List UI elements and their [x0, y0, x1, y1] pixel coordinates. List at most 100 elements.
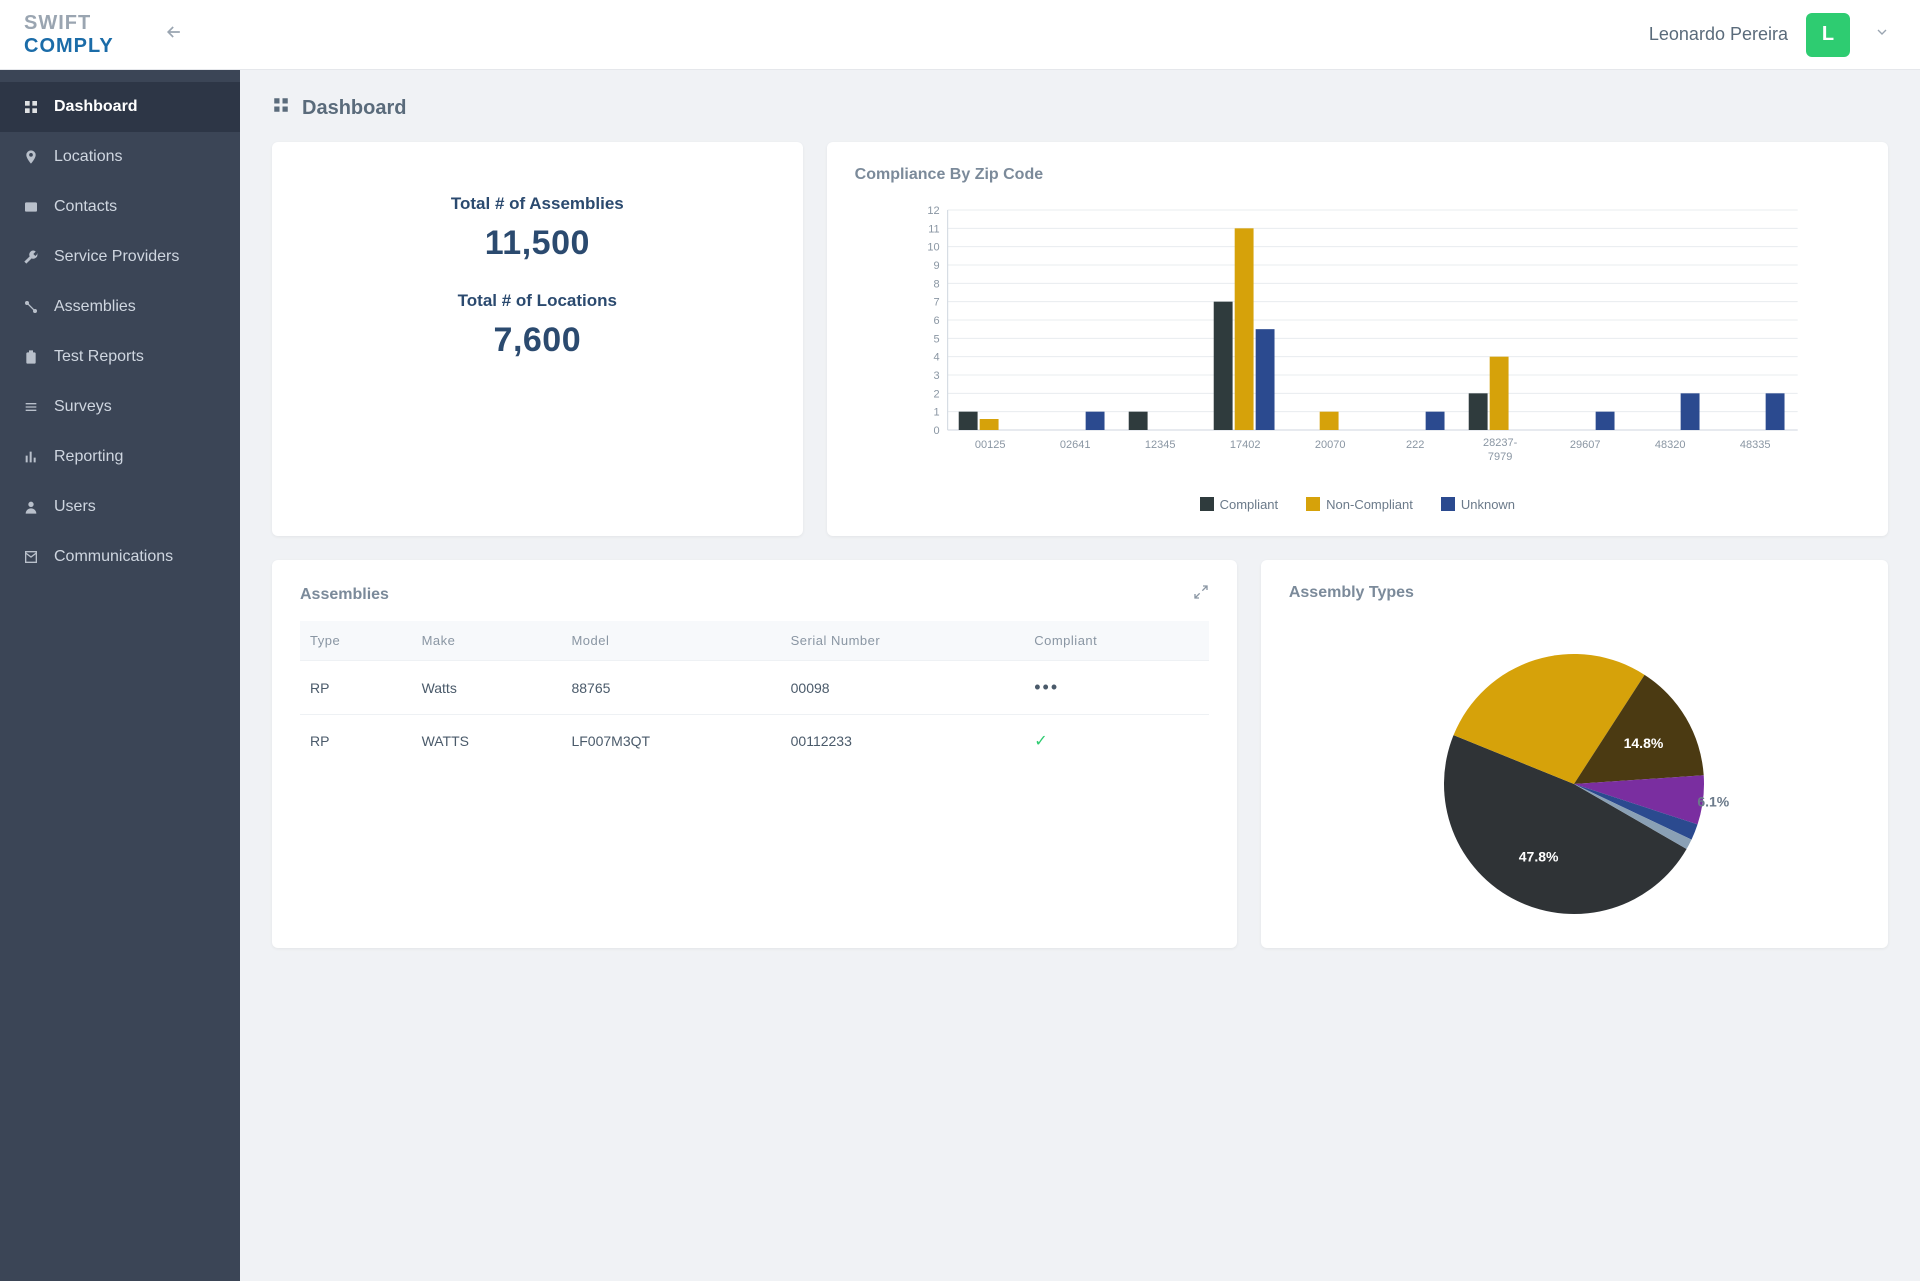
zip-chart: 0123456789101112001250264112345174022007… [855, 200, 1860, 485]
stat-locations-value: 7,600 [300, 321, 775, 360]
wrench-icon [22, 249, 40, 265]
assembly-types-chart: 47.8% 14.8% 6.1% [1289, 618, 1860, 924]
sidebar-item-service-providers[interactable]: Service Providers [0, 232, 240, 282]
brand-logo: SWIFT COMPLY [24, 12, 114, 58]
stats-card: Total # of Assemblies 11,500 Total # of … [272, 142, 803, 536]
svg-text:02641: 02641 [1060, 439, 1091, 451]
legend-item: Non-Compliant [1306, 497, 1413, 512]
svg-text:48320: 48320 [1655, 439, 1686, 451]
sidebar-item-label: Contacts [54, 198, 117, 216]
page-title: Dashboard [302, 97, 406, 120]
assembly-types-card: Assembly Types 47.8% 14.8% 6.1% [1261, 560, 1888, 948]
stat-assemblies-value: 11,500 [300, 224, 775, 263]
sidebar-item-users[interactable]: Users [0, 482, 240, 532]
svg-text:6.1%: 6.1% [1698, 793, 1730, 809]
sidebar-item-label: Surveys [54, 398, 112, 416]
legend-item: Compliant [1200, 497, 1279, 512]
expand-icon[interactable] [1193, 584, 1209, 605]
zip-chart-title: Compliance By Zip Code [855, 166, 1860, 184]
back-button[interactable] [154, 22, 194, 48]
sidebar: Dashboard Locations Contacts Service Provid… [0, 70, 240, 1281]
table-header: Type [300, 621, 412, 661]
svg-text:20070: 20070 [1315, 439, 1346, 451]
sidebar-item-reporting[interactable]: Reporting [0, 432, 240, 482]
topbar: SWIFT COMPLY Leonardo Pereira L [0, 0, 1920, 70]
list-icon [22, 399, 40, 415]
sidebar-item-label: Communications [54, 548, 173, 566]
sidebar-item-label: Service Providers [54, 248, 179, 266]
svg-text:4: 4 [933, 352, 939, 364]
svg-text:28237-: 28237- [1483, 437, 1518, 449]
svg-text:3: 3 [933, 370, 939, 382]
table-cell: LF007M3QT [561, 715, 780, 768]
table-row[interactable]: RPWATTSLF007M3QT00112233 ✓ [300, 715, 1209, 768]
svg-text:2: 2 [933, 388, 939, 400]
svg-text:11: 11 [928, 223, 939, 235]
zip-chart-legend: Compliant Non-Compliant Unknown [855, 497, 1860, 512]
svg-text:48335: 48335 [1740, 439, 1771, 451]
avatar[interactable]: L [1806, 13, 1850, 57]
table-row[interactable]: RPWatts8876500098••• [300, 661, 1209, 715]
svg-text:47.8%: 47.8% [1519, 848, 1559, 864]
sidebar-item-surveys[interactable]: Surveys [0, 382, 240, 432]
sidebar-item-locations[interactable]: Locations [0, 132, 240, 182]
brand-line1: SWIFT [24, 12, 91, 34]
compliant-cell: ••• [1024, 661, 1209, 715]
user-name: Leonardo Pereira [1649, 24, 1788, 45]
brand-line2: COMPLY [24, 35, 114, 57]
table-cell: 00098 [781, 661, 1025, 715]
svg-text:222: 222 [1406, 439, 1424, 451]
grid-icon [272, 96, 290, 120]
table-header: Compliant [1024, 621, 1209, 661]
svg-text:29607: 29607 [1570, 439, 1601, 451]
more-icon[interactable]: ••• [1034, 677, 1059, 697]
table-cell: 00112233 [781, 715, 1025, 768]
stat-locations-label: Total # of Locations [300, 291, 775, 311]
sidebar-item-assemblies[interactable]: Assemblies [0, 282, 240, 332]
sidebar-item-communications[interactable]: Communications [0, 532, 240, 582]
svg-text:12345: 12345 [1145, 439, 1176, 451]
svg-text:7979: 7979 [1488, 451, 1512, 463]
legend-item: Unknown [1441, 497, 1515, 512]
pin-icon [22, 149, 40, 165]
sidebar-item-label: Users [54, 498, 96, 516]
table-cell: WATTS [412, 715, 562, 768]
svg-text:00125: 00125 [975, 439, 1006, 451]
user-icon [22, 499, 40, 515]
sidebar-item-label: Test Reports [54, 348, 144, 366]
user-area: Leonardo Pereira L [1649, 13, 1896, 57]
main: Dashboard Total # of Assemblies 11,500 T… [240, 70, 1920, 1281]
stat-assemblies-label: Total # of Assemblies [300, 194, 775, 214]
id-icon [22, 199, 40, 215]
table-header: Model [561, 621, 780, 661]
page-title-row: Dashboard [272, 96, 1888, 120]
sidebar-item-label: Assemblies [54, 298, 136, 316]
grid-icon [22, 99, 40, 115]
svg-text:0: 0 [933, 425, 939, 437]
svg-text:6: 6 [933, 315, 939, 327]
zip-chart-card: Compliance By Zip Code 01234567891011120… [827, 142, 1888, 536]
compliant-cell: ✓ [1024, 715, 1209, 768]
assemblies-table: TypeMakeModelSerial NumberCompliant RPWa… [300, 621, 1209, 767]
sidebar-item-contacts[interactable]: Contacts [0, 182, 240, 232]
table-header: Make [412, 621, 562, 661]
sidebar-item-label: Reporting [54, 448, 123, 466]
table-header: Serial Number [781, 621, 1025, 661]
svg-text:14.8%: 14.8% [1624, 735, 1664, 751]
chevron-down-icon[interactable] [1868, 24, 1896, 45]
assemblies-card: Assemblies TypeMakeModelSerial NumberCom… [272, 560, 1237, 948]
assembly-types-title: Assembly Types [1289, 584, 1860, 602]
svg-text:12: 12 [927, 205, 939, 217]
svg-text:17402: 17402 [1230, 439, 1261, 451]
table-cell: RP [300, 715, 412, 768]
svg-text:5: 5 [933, 333, 939, 345]
svg-text:7: 7 [933, 297, 939, 309]
sidebar-item-dashboard[interactable]: Dashboard [0, 82, 240, 132]
sidebar-item-test-reports[interactable]: Test Reports [0, 332, 240, 382]
svg-text:1: 1 [933, 407, 939, 419]
clip-icon [22, 349, 40, 365]
table-cell: RP [300, 661, 412, 715]
sidebar-item-label: Locations [54, 148, 123, 166]
assemblies-title: Assemblies [300, 586, 389, 604]
check-icon: ✓ [1034, 733, 1047, 750]
